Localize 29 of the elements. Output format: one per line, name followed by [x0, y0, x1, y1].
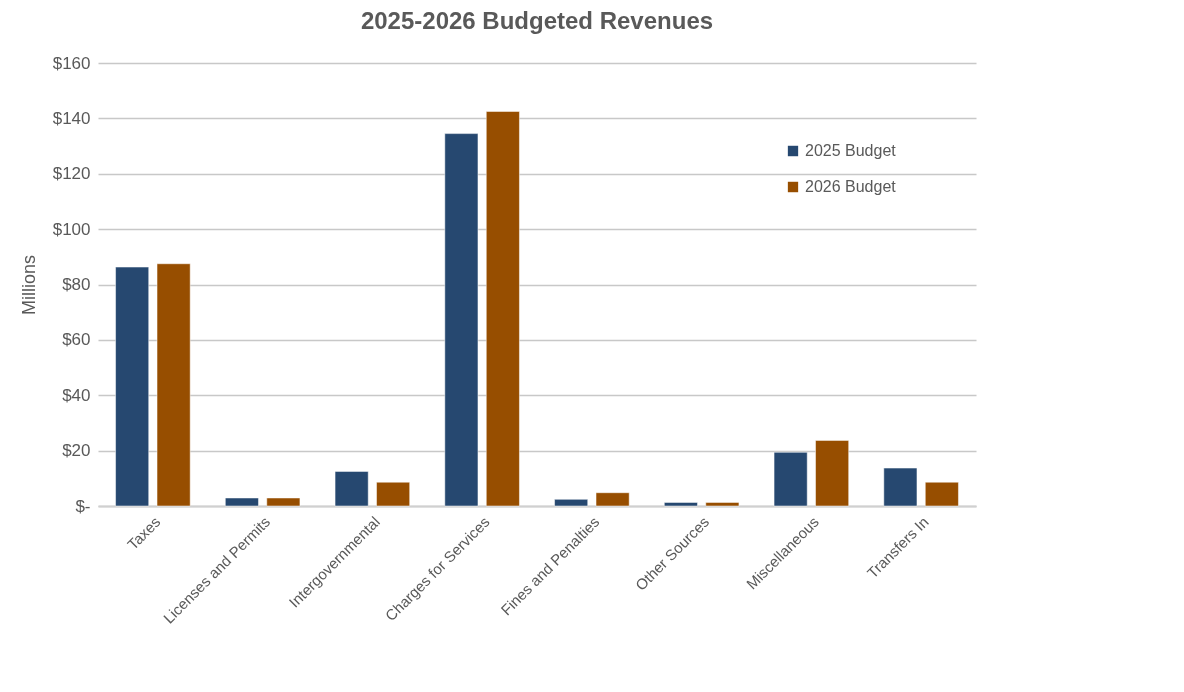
bar	[664, 502, 698, 507]
y-tick-label: $140	[52, 108, 91, 128]
bar	[115, 266, 149, 507]
y-tick-label: $160	[52, 53, 91, 73]
bar	[486, 111, 520, 507]
y-tick-label: $20	[62, 441, 91, 461]
bar	[773, 452, 808, 507]
bar	[815, 440, 849, 507]
bar	[156, 263, 191, 507]
bar	[883, 467, 918, 507]
y-tick-label: $100	[52, 219, 91, 239]
bar	[444, 133, 479, 507]
y-tick-label: $-	[75, 496, 91, 516]
bar	[334, 471, 369, 507]
legend-label: 2025 Budget	[805, 142, 897, 159]
bar	[554, 499, 588, 507]
y-tick-label: $40	[62, 385, 91, 405]
bar	[225, 497, 259, 507]
bar	[376, 481, 410, 507]
bar	[266, 497, 301, 507]
y-tick-label: $120	[52, 164, 91, 184]
y-axis-title: Millions	[18, 254, 39, 316]
bar	[595, 492, 630, 507]
legend-label: 2026 Budget	[805, 178, 897, 195]
y-tick-label: $80	[62, 275, 91, 294]
bar	[925, 481, 959, 507]
chart-title: 2025-2026 Budgeted Revenues	[360, 7, 714, 34]
y-tick-label: $60	[62, 330, 91, 350]
bar	[705, 502, 740, 507]
